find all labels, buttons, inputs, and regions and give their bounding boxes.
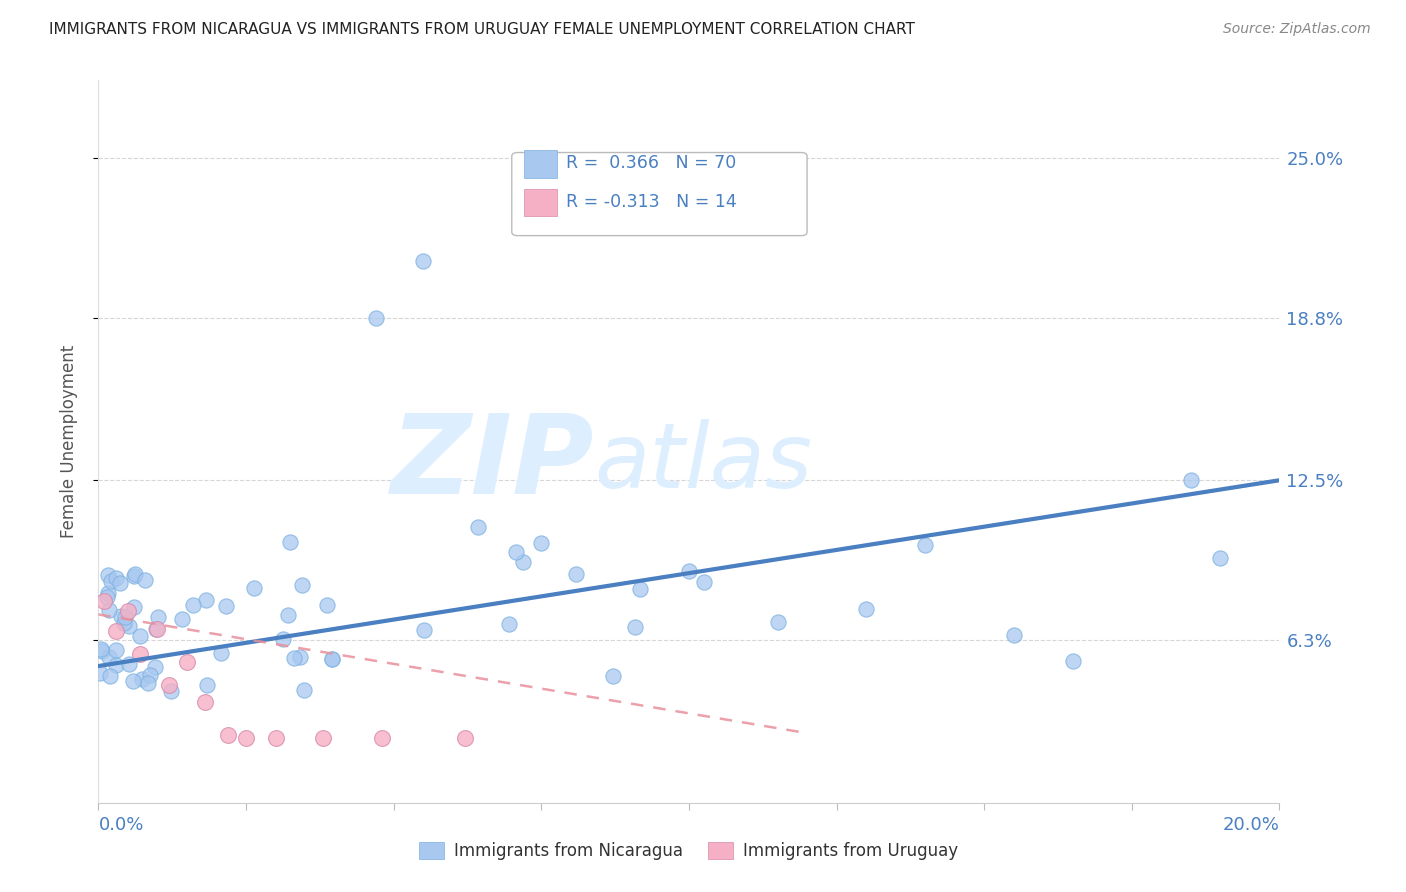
Point: [148, 610, 170, 624]
Point: [283, 650, 305, 665]
FancyBboxPatch shape: [523, 188, 557, 216]
Point: [413, 623, 436, 637]
Point: [914, 538, 936, 552]
Point: [105, 624, 128, 638]
Point: [117, 604, 139, 618]
Point: [138, 668, 160, 682]
Point: [90, 644, 112, 658]
Point: [124, 567, 146, 582]
Point: [678, 564, 700, 578]
Point: [1002, 628, 1025, 642]
Point: [122, 600, 145, 615]
Point: [288, 649, 311, 664]
Point: [112, 616, 135, 631]
Point: [321, 651, 343, 665]
Point: [628, 582, 651, 597]
Point: [602, 669, 624, 683]
Point: [280, 535, 302, 549]
Point: [235, 731, 257, 746]
Point: [98, 649, 121, 664]
Point: [105, 643, 128, 657]
Point: [195, 678, 218, 692]
Point: [89, 665, 111, 680]
Point: [128, 647, 150, 661]
Point: [315, 598, 337, 612]
Point: [97, 567, 120, 582]
Text: atlas: atlas: [595, 419, 813, 508]
Point: [145, 622, 167, 636]
Point: [143, 660, 166, 674]
FancyBboxPatch shape: [523, 151, 557, 178]
Point: [467, 519, 489, 533]
Text: ZIP: ZIP: [391, 409, 595, 516]
Point: [90, 641, 112, 656]
Y-axis label: Female Unemployment: Female Unemployment: [59, 345, 77, 538]
Point: [93, 594, 115, 608]
Point: [176, 655, 198, 669]
Point: [157, 678, 180, 692]
FancyBboxPatch shape: [512, 153, 807, 235]
Point: [194, 593, 217, 607]
Point: [104, 571, 127, 585]
Point: [292, 683, 315, 698]
Point: [412, 254, 434, 268]
Point: [505, 545, 527, 559]
Point: [498, 616, 520, 631]
Point: [312, 731, 335, 746]
Point: [766, 615, 789, 630]
Point: [321, 652, 343, 666]
Point: [118, 619, 141, 633]
Legend: Immigrants from Nicaragua, Immigrants from Uruguay: Immigrants from Nicaragua, Immigrants fr…: [413, 835, 965, 867]
Point: [114, 610, 136, 624]
Point: [624, 620, 647, 634]
Point: [108, 575, 131, 590]
Text: R = -0.313   N = 14: R = -0.313 N = 14: [567, 194, 737, 211]
Point: [1062, 654, 1084, 668]
Point: [96, 590, 118, 604]
Text: 0.0%: 0.0%: [98, 816, 143, 834]
Point: [565, 567, 588, 582]
Point: [217, 728, 239, 742]
Point: [1180, 473, 1202, 487]
Point: [264, 731, 287, 746]
Point: [242, 581, 264, 595]
Point: [100, 574, 122, 588]
Point: [97, 586, 120, 600]
Point: [136, 675, 159, 690]
Point: [104, 658, 127, 673]
Text: IMMIGRANTS FROM NICARAGUA VS IMMIGRANTS FROM URUGUAY FEMALE UNEMPLOYMENT CORRELA: IMMIGRANTS FROM NICARAGUA VS IMMIGRANTS …: [49, 22, 915, 37]
Text: 20.0%: 20.0%: [1223, 816, 1279, 834]
Point: [131, 672, 153, 686]
Point: [181, 599, 204, 613]
Point: [118, 657, 141, 671]
Point: [159, 684, 181, 698]
Text: R =  0.366   N = 70: R = 0.366 N = 70: [567, 153, 737, 171]
Point: [194, 695, 217, 709]
Point: [291, 578, 314, 592]
Point: [209, 646, 232, 660]
Point: [146, 622, 169, 636]
Point: [530, 536, 553, 550]
Point: [693, 575, 716, 590]
Point: [277, 607, 299, 622]
Text: Source: ZipAtlas.com: Source: ZipAtlas.com: [1223, 22, 1371, 37]
Point: [122, 569, 145, 583]
Point: [512, 555, 534, 569]
Point: [453, 731, 475, 746]
Point: [364, 310, 387, 325]
Point: [1209, 550, 1232, 565]
Point: [855, 602, 877, 616]
Point: [122, 674, 145, 689]
Point: [371, 731, 394, 746]
Point: [110, 609, 132, 624]
Point: [129, 629, 152, 643]
Point: [134, 573, 156, 587]
Point: [271, 632, 294, 646]
Point: [172, 612, 194, 626]
Point: [98, 603, 121, 617]
Point: [98, 669, 121, 683]
Point: [215, 599, 238, 613]
